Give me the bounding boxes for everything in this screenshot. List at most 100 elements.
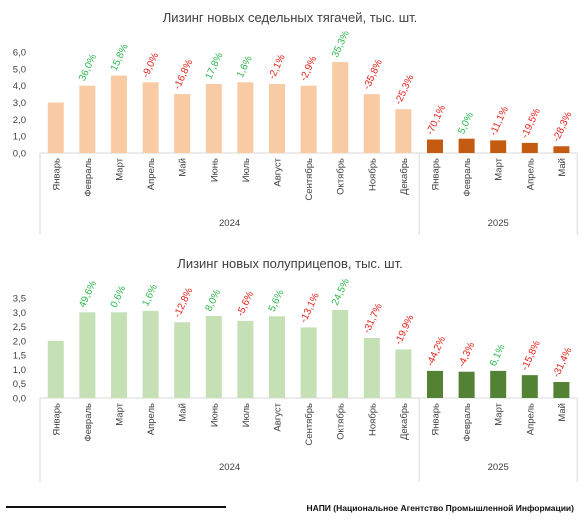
bar	[111, 312, 127, 398]
y-tick-label: 2,5	[13, 322, 26, 333]
y-tick-label: 2,0	[13, 115, 26, 126]
x-category-label: Сентябрь	[304, 403, 315, 446]
y-tick-label: 3,0	[13, 308, 26, 319]
change-label: -9,0%	[140, 51, 161, 79]
x-category-label: Апрель	[146, 158, 157, 190]
change-label: -2,9%	[298, 55, 319, 83]
bar	[205, 316, 222, 398]
y-tick-label: 0,0	[13, 394, 26, 405]
x-category-label: Март	[494, 157, 505, 180]
x-category-label: Январь	[51, 158, 62, 191]
year-label: 2025	[488, 218, 509, 229]
y-tick-label: 3,5	[13, 294, 26, 305]
change-label: 1,6%	[235, 54, 255, 79]
bar	[521, 375, 538, 398]
bar	[300, 327, 317, 398]
change-label: -13,1%	[298, 291, 321, 324]
bar	[395, 109, 412, 153]
change-label: 5,0%	[456, 111, 476, 136]
bar	[47, 340, 64, 398]
bar	[490, 370, 507, 398]
x-category-label: Февраль	[83, 403, 94, 442]
x-category-label: Март	[115, 157, 126, 180]
change-label: -2,1%	[267, 53, 288, 81]
bar	[395, 349, 412, 398]
x-category-label: Апрель	[525, 158, 536, 190]
change-label: -12,8%	[172, 286, 195, 319]
change-label: 49,6%	[77, 279, 99, 309]
change-label: -19,5%	[520, 107, 543, 140]
bar	[521, 142, 538, 153]
bar	[363, 338, 380, 398]
bar	[427, 139, 443, 153]
change-label: 36,0%	[77, 52, 99, 82]
bar	[458, 138, 475, 153]
x-category-label: Февраль	[83, 158, 94, 197]
change-label: -35,8%	[362, 58, 385, 91]
y-tick-label: 0,5	[13, 379, 26, 390]
change-label: -70,1%	[425, 103, 448, 136]
x-category-label: Октябрь	[336, 158, 347, 195]
x-category-label: Август	[273, 402, 284, 431]
bar	[300, 85, 317, 153]
bar	[332, 310, 349, 398]
bar	[142, 310, 159, 398]
y-tick-label: 0,0	[13, 149, 26, 160]
change-label: -31,4%	[551, 346, 574, 379]
change-label: -28,3%	[551, 110, 574, 143]
change-label: 15,8%	[109, 42, 131, 72]
x-category-label: Ноябрь	[367, 158, 378, 191]
change-label: -19,9%	[393, 313, 416, 346]
x-category-label: Декабрь	[399, 403, 410, 440]
chart-title: Лизинг новых полуприцепов, тыс. шт.	[177, 256, 402, 271]
x-category-label: Ноябрь	[367, 403, 378, 436]
change-label: -11,1%	[488, 105, 511, 138]
y-tick-label: 1,0	[13, 365, 26, 376]
chart-semitrailers: Лизинг новых полуприцепов, тыс. шт. 0,0 0,…	[13, 256, 578, 482]
change-label: 17,8%	[204, 51, 226, 81]
x-category-label: Февраль	[462, 158, 473, 197]
x-category-label: Сентябрь	[304, 158, 315, 201]
change-label: 24,5%	[330, 277, 352, 307]
x-category-label: Июнь	[209, 403, 220, 427]
bar	[174, 322, 191, 398]
x-category-label: Апрель	[146, 403, 157, 435]
x-category-label: Май	[178, 158, 189, 177]
change-label: -15,8%	[520, 339, 543, 372]
bar	[269, 83, 285, 153]
change-label: 6,1%	[488, 343, 508, 368]
bar	[79, 312, 96, 398]
x-category-label: Июль	[241, 158, 252, 182]
x-category-label: Январь	[431, 158, 442, 191]
x-category-label: Январь	[51, 403, 62, 436]
bar	[553, 146, 570, 153]
change-label: -25,3%	[393, 73, 416, 106]
chart-title: Лизинг новых седельных тягачей, тыс. шт.	[163, 10, 418, 25]
bar	[458, 371, 475, 398]
footer-source: НАПИ (Национальное Агентство Промышленно…	[307, 503, 575, 513]
change-label: -44,2%	[425, 335, 448, 368]
x-category-label: Апрель	[525, 403, 536, 435]
x-category-label: Май	[557, 158, 568, 177]
change-label: -5,6%	[235, 290, 256, 318]
y-tick-label: 1,0	[13, 132, 26, 143]
change-label: -4,3%	[456, 341, 477, 369]
change-label: 8,0%	[204, 288, 224, 313]
x-category-label: Июнь	[209, 158, 220, 182]
bar	[79, 85, 96, 153]
x-category-label: Август	[273, 157, 284, 186]
x-category-label: Март	[115, 402, 126, 425]
year-label: 2025	[488, 462, 509, 473]
change-label: -31,7%	[362, 302, 385, 335]
x-category-label: Март	[494, 402, 505, 425]
bar	[205, 83, 222, 153]
x-category-label: Май	[557, 403, 568, 422]
x-category-label: Май	[178, 403, 189, 422]
change-label: -16,8%	[172, 58, 195, 91]
y-tick-label: 2,0	[13, 336, 26, 347]
year-label: 2024	[219, 462, 240, 473]
x-category-label: Июль	[241, 403, 252, 427]
change-label: 1,6%	[140, 283, 160, 308]
y-tick-label: 4,0	[13, 81, 26, 92]
